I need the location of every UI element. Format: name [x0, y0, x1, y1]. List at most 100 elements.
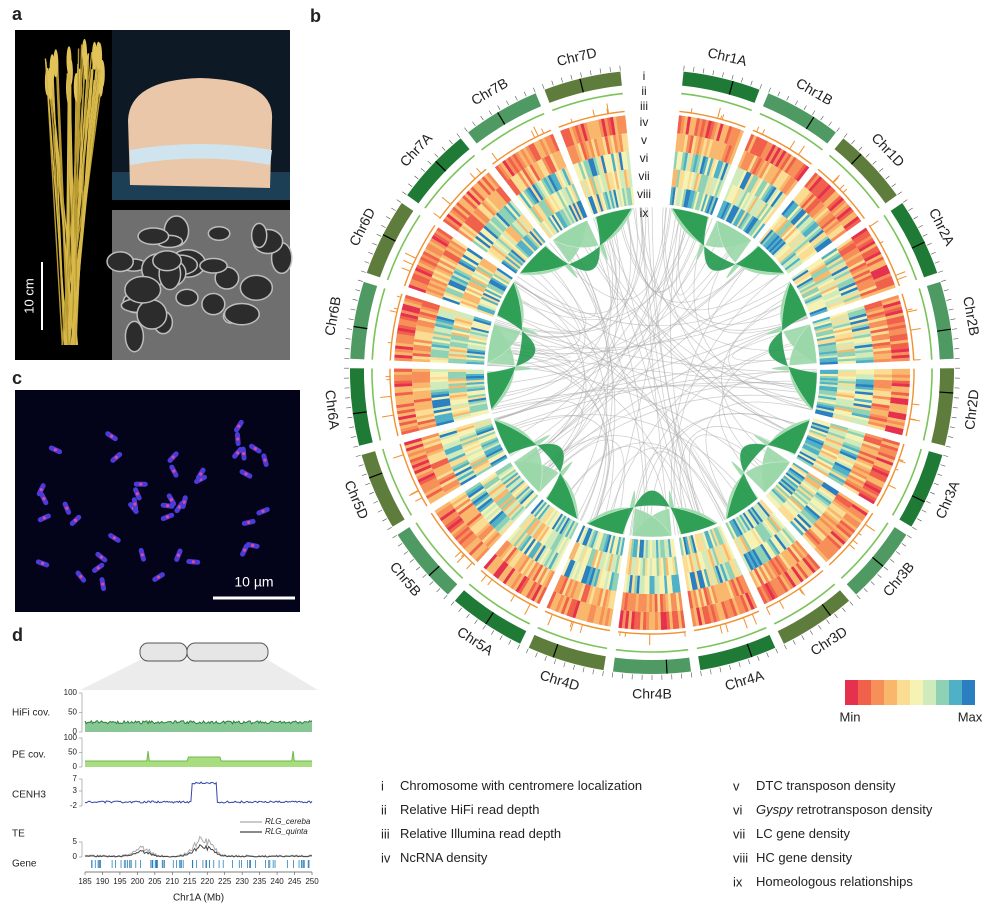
density-cell — [749, 136, 760, 155]
density-cell — [716, 200, 726, 218]
density-cell — [508, 178, 522, 195]
density-cell — [449, 393, 468, 399]
density-cell — [623, 151, 629, 170]
density-cell — [732, 558, 743, 576]
color-scale-cell — [897, 680, 910, 705]
y-tick-label: -2 — [70, 801, 78, 810]
density-cell — [831, 500, 848, 514]
density-cell — [497, 237, 513, 252]
density-cell — [879, 446, 898, 455]
density-cell — [461, 437, 479, 447]
density-cell — [855, 374, 874, 378]
pore — [201, 292, 226, 316]
density-cell — [412, 382, 431, 386]
density-cell — [873, 377, 892, 381]
density-cell — [408, 284, 427, 294]
color-scale-cell — [858, 680, 871, 705]
density-cell — [887, 321, 906, 328]
legend-numeral: i — [381, 778, 384, 793]
density-cell — [470, 331, 489, 338]
density-cell — [439, 508, 457, 522]
density-cell — [415, 330, 434, 337]
density-cell — [586, 548, 595, 567]
density-cell — [770, 168, 783, 186]
density-cell — [693, 117, 701, 137]
density-cell — [677, 188, 683, 207]
density-cell — [496, 517, 511, 532]
density-cell — [693, 607, 700, 627]
density-cell — [466, 371, 485, 375]
density-cell — [758, 204, 771, 221]
y-tick-label: 100 — [64, 688, 78, 697]
density-cell — [397, 324, 417, 331]
density-cell — [723, 144, 733, 163]
density-cell — [553, 213, 565, 230]
density-cell — [801, 508, 817, 523]
density-cell — [604, 172, 612, 192]
density-cell — [692, 154, 699, 173]
density-cell — [527, 208, 541, 225]
density-cell — [551, 193, 563, 210]
density-cell — [550, 553, 561, 571]
density-cell — [851, 323, 870, 330]
density-cell — [452, 408, 471, 415]
density-cell — [469, 335, 488, 342]
density-cell — [494, 271, 511, 283]
density-cell — [774, 150, 787, 168]
density-cell — [575, 525, 586, 543]
density-cell — [855, 235, 873, 248]
density-cell — [869, 416, 888, 423]
density-cell — [834, 334, 853, 341]
homeolog-link — [662, 207, 804, 439]
position-tick — [786, 95, 790, 101]
position-tick — [441, 146, 446, 151]
density-cell — [648, 593, 652, 612]
density-cell — [615, 134, 622, 153]
position-tick — [917, 518, 922, 522]
density-cell — [481, 257, 498, 270]
density-cell — [478, 433, 497, 442]
density-cell — [669, 556, 674, 576]
density-cell — [835, 341, 855, 347]
density-cell — [604, 552, 612, 572]
density-cell — [743, 194, 755, 212]
position-tick — [683, 65, 685, 71]
density-cell — [628, 574, 633, 594]
density-cell — [825, 298, 844, 307]
density-cell — [823, 293, 842, 303]
density-cell — [573, 562, 583, 581]
wheat-stem — [72, 79, 95, 346]
density-cell — [418, 313, 437, 321]
chromosome-block — [777, 590, 850, 644]
density-cell — [483, 504, 499, 519]
illumina-spike — [832, 177, 839, 184]
density-cell — [577, 161, 587, 180]
density-cell — [452, 272, 470, 283]
density-cell — [466, 284, 484, 295]
density-cell — [857, 279, 875, 290]
position-tick — [948, 308, 954, 311]
density-cell — [458, 431, 477, 440]
density-cell — [680, 537, 687, 556]
density-cell — [591, 586, 599, 605]
density-cell — [556, 210, 568, 228]
ring-label: ii — [641, 84, 646, 98]
density-cell — [686, 535, 693, 555]
density-cell — [508, 528, 523, 544]
position-tick — [346, 407, 352, 409]
density-cell — [468, 453, 486, 464]
density-cell — [414, 267, 433, 278]
density-cell — [453, 322, 472, 330]
density-cell — [774, 244, 790, 259]
density-cell — [461, 506, 478, 520]
density-cell — [398, 416, 417, 424]
illumina-spike — [725, 623, 729, 633]
density-cell — [766, 493, 781, 508]
density-cell — [718, 525, 728, 543]
illumina-spike — [717, 107, 721, 119]
density-cell — [539, 158, 551, 177]
density-cell — [826, 195, 843, 210]
density-cell — [547, 511, 560, 528]
density-cell — [804, 475, 822, 489]
density-cell — [596, 588, 604, 607]
